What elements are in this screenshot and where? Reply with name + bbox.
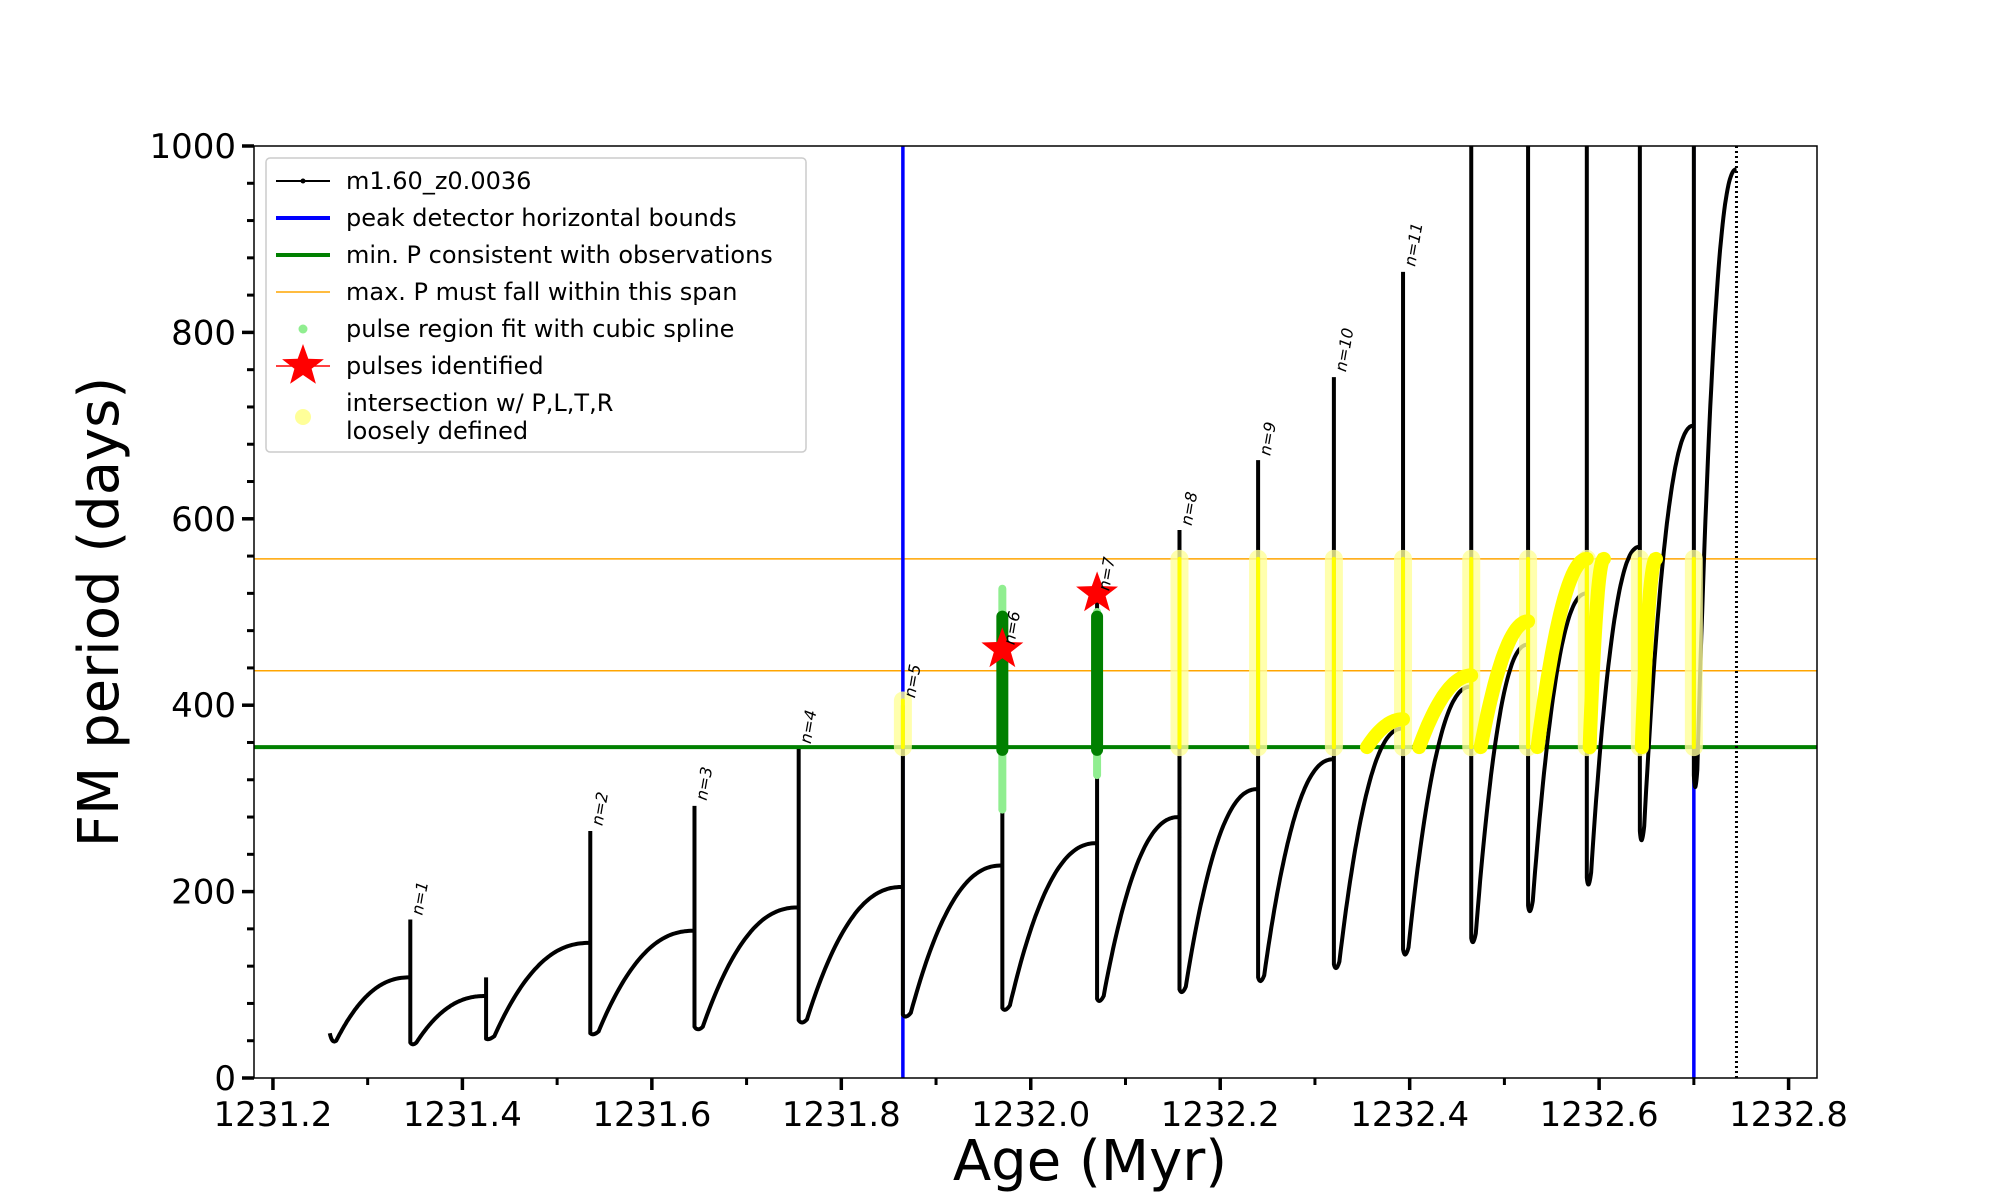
series-segment-15 [1526,146,1588,914]
x-tick-label-1232.4: 1232.4 [1350,1095,1469,1135]
series-segment-2 [408,919,487,1047]
legend-handle-star [282,344,324,384]
series-segment-9 [1095,593,1180,1003]
plot-frame [253,145,1818,1079]
x-tick-label-1231.4: 1231.4 [403,1095,522,1135]
series-segment-6 [796,749,903,1025]
series-segment-13 [1401,271,1472,957]
intersection-arc-5 [1634,551,1663,755]
legend-label: pulses identified [346,352,544,380]
x-tick-label-1232.2: 1232.2 [1161,1095,1280,1135]
series-segment-14 [1469,146,1529,945]
y-tick-label-800: 800 [171,313,236,353]
legend-box [265,157,807,453]
series-segment-16 [1584,146,1641,887]
x-tick-label-1232.8: 1232.8 [1729,1095,1848,1135]
legend-entry-3: max. P must fall within this span [276,278,737,306]
intersection-regions [893,549,1703,757]
y-tick-label-400: 400 [171,686,236,726]
intersection-arc-3 [1530,551,1594,755]
legend-entry-2: min. P consistent with observations [276,241,773,269]
pulse-star-0 [981,627,1024,668]
axes: 0 200 400 600 800 1000 1231.2 1231.4 1231.6 1231.… [149,127,1848,1135]
intersection-arc-1 [1412,668,1479,755]
intersection-arc-0 [1360,712,1410,755]
intersection-arc-2 [1473,614,1536,755]
legend-label-line2: loosely defined [346,417,528,445]
legend-handle-dot [295,409,311,425]
legend-entry-0: m1.60_z0.0036 [276,167,531,195]
y-tick-label-1000: 1000 [149,127,236,167]
legend-label: m1.60_z0.0036 [346,167,531,195]
y-tick-label-0: 0 [214,1059,236,1099]
x-tick-label-1231.2: 1231.2 [213,1095,332,1135]
y-axis-title: FM period (days) [67,377,132,847]
y-tick-label-600: 600 [171,500,236,540]
pulses-identified [981,571,1118,668]
legend-label: pulse region fit with cubic spline [346,315,734,343]
series-segment-12 [1331,377,1404,971]
legend-handle-dot [300,178,306,184]
x-tick-label-1231.8: 1231.8 [782,1095,901,1135]
x-tick-label-1232.6: 1232.6 [1540,1095,1659,1135]
series-m1.60_z0.0036 [327,146,1738,1078]
series-segment-5 [692,805,799,1032]
series-segment-10 [1177,529,1259,995]
x-tick-label-1231.6: 1231.6 [592,1095,711,1135]
legend-label: intersection w/ P,L,T,R [346,389,613,417]
series-segment-1 [327,975,411,1044]
intersection-arc-4 [1582,551,1611,755]
legend-handle-dot [298,324,308,334]
series-segment-18 [1691,146,1738,789]
plot-area [254,146,1817,1078]
legend-label: max. P must fall within this span [346,278,737,306]
legend-entry-4: pulse region fit with cubic spline [298,315,734,343]
legend-entry-1: peak detector horizontal bounds [276,204,737,232]
series-segment-11 [1256,460,1335,984]
x-tick-label-1232.0: 1232.0 [971,1095,1090,1135]
legend-label: peak detector horizontal bounds [346,204,737,232]
series-segment-3 [484,940,591,1042]
pulse-star-1 [1076,571,1118,612]
legend-entry-5: pulses identified [276,344,544,384]
series-segment-4 [588,831,695,1037]
series-segment-8 [1000,649,1098,1012]
legend-label: min. P consistent with observations [346,241,773,269]
x-axis-title: Age (Myr) [953,1129,1227,1194]
series-segment-7 [900,705,1003,1019]
series-segment-17 [1637,146,1695,843]
y-tick-label-200: 200 [171,873,236,913]
